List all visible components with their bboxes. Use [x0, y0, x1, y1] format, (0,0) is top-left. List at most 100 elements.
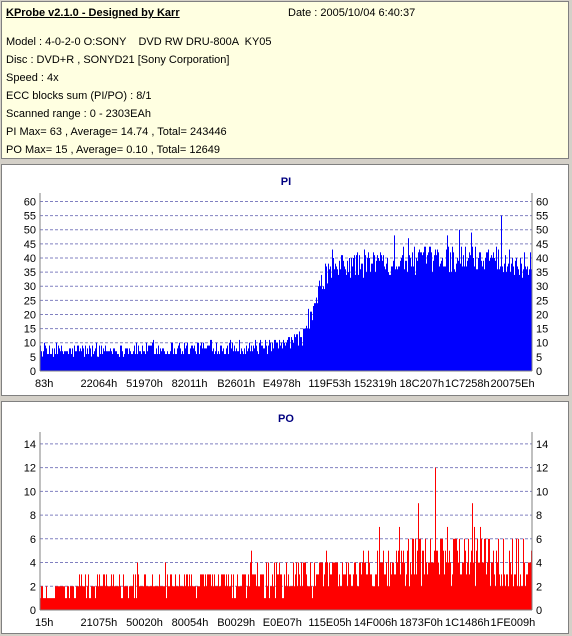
pi-bar: [507, 266, 508, 371]
pi-y-tick-right: 15: [536, 324, 548, 336]
po-bar: [214, 574, 215, 610]
pi-bar: [351, 257, 352, 371]
pi-bar: [402, 255, 403, 371]
pi-bar: [250, 351, 251, 371]
pi-bar: [142, 345, 143, 371]
po-bar: [284, 574, 285, 610]
pi-bar: [212, 351, 213, 371]
pi-bar: [318, 286, 319, 371]
pi-bar: [486, 252, 487, 371]
po-bar: [440, 538, 441, 610]
pi-bar: [319, 280, 320, 371]
po-bar: [212, 574, 213, 610]
po-bar: [342, 562, 343, 610]
pi-bar: [84, 356, 85, 371]
po-bar: [188, 586, 189, 610]
po-bar: [499, 574, 500, 610]
po-bar: [500, 586, 501, 610]
pi-bar: [504, 263, 505, 371]
po-bar: [75, 598, 76, 610]
po-bar: [340, 586, 341, 610]
pi-bar: [224, 354, 225, 371]
po-bar: [213, 586, 214, 610]
po-bar: [298, 562, 299, 610]
po-bar: [338, 586, 339, 610]
pi-bar: [113, 348, 114, 371]
po-bar: [441, 538, 442, 610]
pi-bar: [54, 348, 55, 371]
po-bar: [449, 550, 450, 610]
pi-bar: [392, 266, 393, 371]
po-bar: [364, 562, 365, 610]
po-bar: [202, 574, 203, 610]
po-bar: [122, 598, 123, 610]
po-bar: [90, 598, 91, 610]
po-bar: [268, 562, 269, 610]
po-bar: [524, 562, 525, 610]
po-bar: [339, 574, 340, 610]
pi-bar: [466, 266, 467, 371]
po-bar: [405, 586, 406, 610]
pi-bar: [453, 252, 454, 371]
pi-bar: [333, 257, 334, 371]
po-bar: [205, 574, 206, 610]
po-bar: [54, 598, 55, 610]
po-bar: [195, 586, 196, 610]
pi-bar: [158, 345, 159, 371]
po-bar: [272, 574, 273, 610]
pi-bar: [115, 351, 116, 371]
po-bar: [419, 538, 420, 610]
po-bar: [220, 586, 221, 610]
pi-bar: [241, 348, 242, 371]
pi-bar: [404, 269, 405, 371]
pi-bar: [133, 351, 134, 371]
po-x-tick: 15h: [35, 617, 53, 629]
pi-bar: [122, 351, 123, 371]
po-bar: [234, 598, 235, 610]
po-bar: [225, 586, 226, 610]
pi-bar: [384, 266, 385, 371]
pi-y-tick-left: 35: [24, 267, 36, 279]
pi-bar: [53, 356, 54, 371]
po-bar: [321, 562, 322, 610]
po-bar: [89, 598, 90, 610]
pi-y-tick-right: 45: [536, 239, 548, 251]
po-bar: [333, 562, 334, 610]
pi-bar: [192, 345, 193, 371]
pi-bar: [80, 348, 81, 371]
po-bar: [422, 550, 423, 610]
po-bar: [316, 574, 317, 610]
pi-bar: [474, 266, 475, 371]
po-bar: [404, 562, 405, 610]
pi-bar: [197, 342, 198, 371]
po-bar: [489, 538, 490, 610]
pi-bar: [445, 266, 446, 371]
pi-bar: [419, 249, 420, 371]
pi-bar: [287, 339, 288, 371]
po-bar: [397, 562, 398, 610]
pi-bar: [489, 260, 490, 371]
pi-bar: [525, 266, 526, 371]
po-bar: [193, 586, 194, 610]
po-bar: [306, 574, 307, 610]
pi-bar: [263, 348, 264, 371]
po-bar: [63, 586, 64, 610]
pi-bar: [119, 356, 120, 371]
po-bar: [479, 562, 480, 610]
pi-bar: [376, 260, 377, 371]
pi-bar: [515, 260, 516, 371]
po-bar: [164, 586, 165, 610]
pi-bar: [286, 342, 287, 371]
range-line: Scanned range : 0 - 2303EAh: [6, 108, 151, 120]
po-bar: [497, 562, 498, 610]
pi-bar: [108, 351, 109, 371]
po-bar: [47, 598, 48, 610]
pi-bar: [132, 354, 133, 371]
pi-bar: [391, 266, 392, 371]
pi-bar: [162, 348, 163, 371]
pi-bar: [64, 351, 65, 371]
po-bar: [319, 562, 320, 610]
pi-bar: [503, 272, 504, 371]
pi-bar: [89, 345, 90, 371]
pi-bar: [120, 345, 121, 371]
